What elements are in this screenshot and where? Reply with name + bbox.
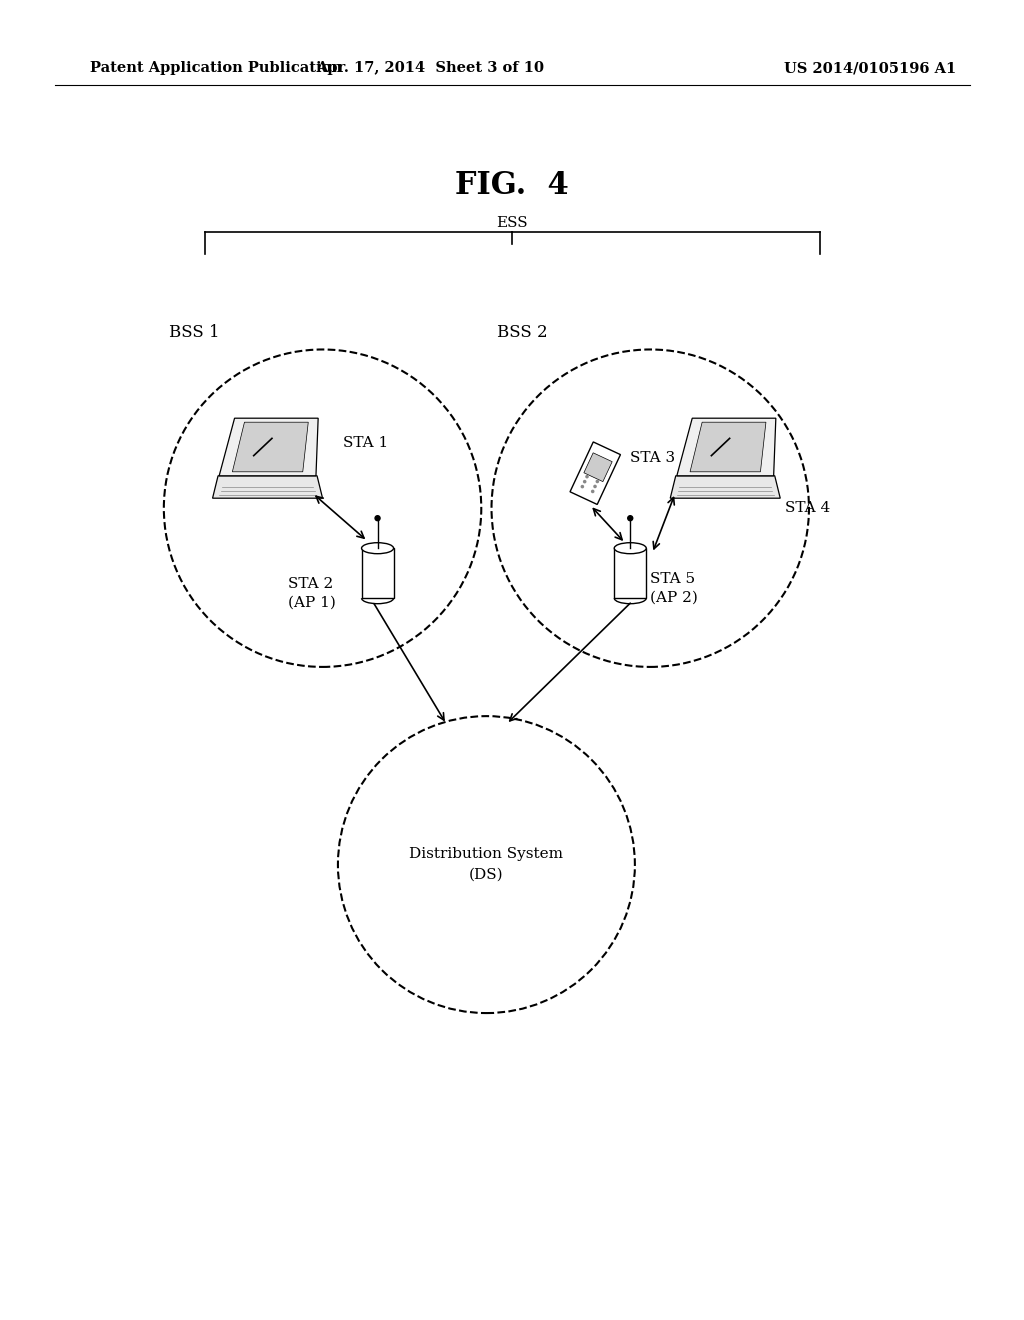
Text: US 2014/0105196 A1: US 2014/0105196 A1 (784, 61, 956, 75)
Text: BSS 2: BSS 2 (497, 325, 547, 342)
Circle shape (581, 484, 584, 488)
Text: STA 2
(AP 1): STA 2 (AP 1) (288, 577, 336, 610)
Text: Patent Application Publication: Patent Application Publication (90, 61, 342, 75)
Polygon shape (671, 475, 780, 498)
Polygon shape (690, 422, 766, 471)
Polygon shape (677, 418, 776, 475)
Polygon shape (232, 422, 308, 471)
Circle shape (596, 479, 599, 483)
Text: BSS 1: BSS 1 (169, 325, 219, 342)
Circle shape (583, 480, 587, 483)
Text: STA 5
(AP 2): STA 5 (AP 2) (650, 572, 698, 605)
Circle shape (585, 475, 589, 478)
Circle shape (591, 490, 595, 494)
Text: ESS: ESS (497, 216, 527, 230)
Ellipse shape (614, 543, 646, 553)
Circle shape (628, 516, 633, 520)
FancyBboxPatch shape (614, 548, 646, 598)
Text: STA 4: STA 4 (785, 502, 830, 515)
Polygon shape (219, 418, 318, 475)
Polygon shape (584, 453, 612, 482)
Polygon shape (213, 475, 323, 498)
Circle shape (375, 516, 380, 520)
Text: Apr. 17, 2014  Sheet 3 of 10: Apr. 17, 2014 Sheet 3 of 10 (316, 61, 544, 75)
Text: FIG.  4: FIG. 4 (455, 169, 569, 201)
Text: STA 1: STA 1 (343, 436, 388, 450)
Text: Distribution System
(DS): Distribution System (DS) (410, 847, 563, 882)
Text: STA 3: STA 3 (630, 451, 676, 465)
FancyBboxPatch shape (361, 548, 393, 598)
Ellipse shape (361, 543, 393, 553)
Circle shape (593, 484, 597, 488)
Polygon shape (570, 442, 621, 504)
